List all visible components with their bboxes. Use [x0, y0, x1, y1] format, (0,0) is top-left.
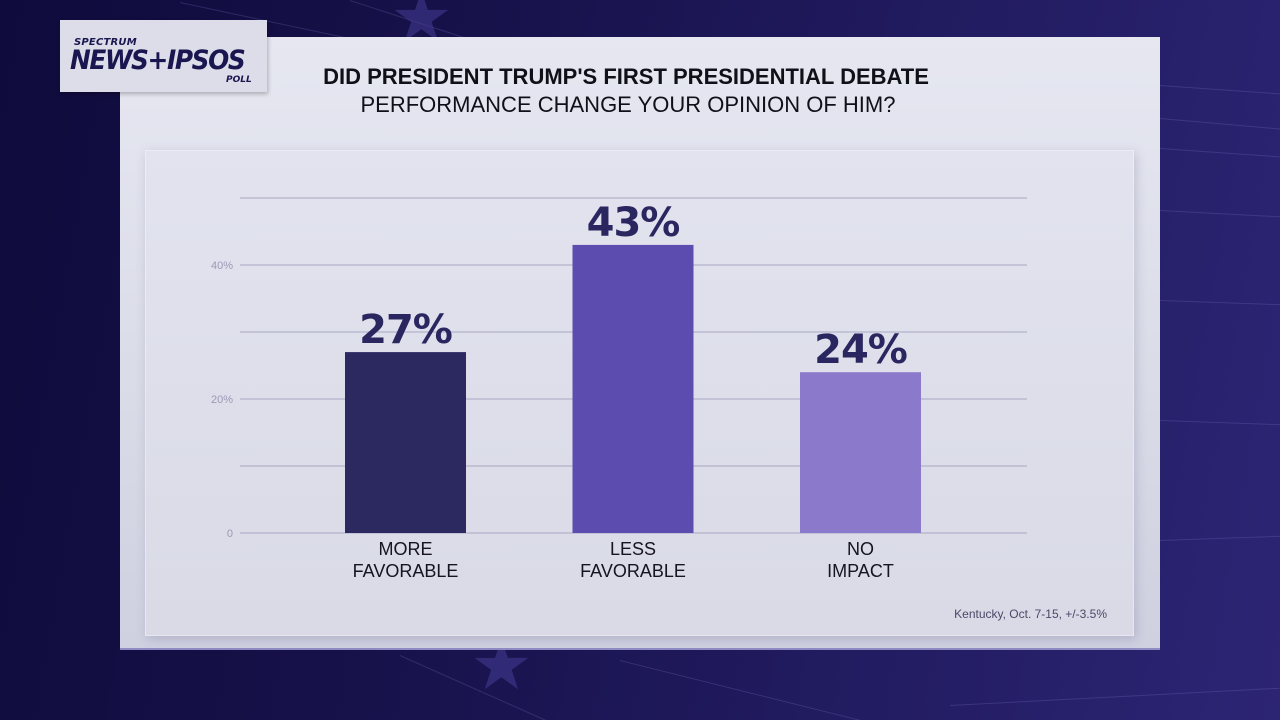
category-label: FAVORABLE — [580, 561, 686, 581]
bar — [572, 244, 694, 533]
category-label: NO — [847, 539, 874, 559]
data-label: 43% — [587, 200, 680, 246]
chart-title: DID PRESIDENT TRUMP'S FIRST PRESIDENTIAL… — [323, 64, 929, 89]
data-label: 24% — [814, 327, 907, 373]
logo: SPECTRUM NEWS+IPSOS POLL — [60, 20, 267, 92]
chart-subtitle-container: PERFORMANCE CHANGE YOUR OPINION OF HIM? — [333, 92, 923, 118]
y-tick-label: 0 — [227, 528, 233, 540]
category-label: LESS — [610, 539, 656, 559]
category-label: IMPACT — [827, 561, 894, 581]
logo-brand-sub: POLL — [226, 75, 252, 85]
y-tick-label: 40% — [211, 260, 233, 272]
data-label: 27% — [359, 307, 452, 353]
chart-title-container: DID PRESIDENT TRUMP'S FIRST PRESIDENTIAL… — [292, 64, 960, 90]
logo-brand-main: NEWS+IPSOS — [70, 45, 246, 76]
category-label: FAVORABLE — [353, 561, 459, 581]
bar — [345, 352, 466, 533]
footnote: Kentucky, Oct. 7-15, +/-3.5% — [954, 607, 1107, 621]
chart-subtitle: PERFORMANCE CHANGE YOUR OPINION OF HIM? — [360, 92, 896, 117]
bar — [800, 372, 921, 533]
category-label: MORE — [379, 539, 433, 559]
y-tick-label: 20% — [211, 394, 233, 406]
logo-brand-top: SPECTRUM — [74, 37, 137, 48]
